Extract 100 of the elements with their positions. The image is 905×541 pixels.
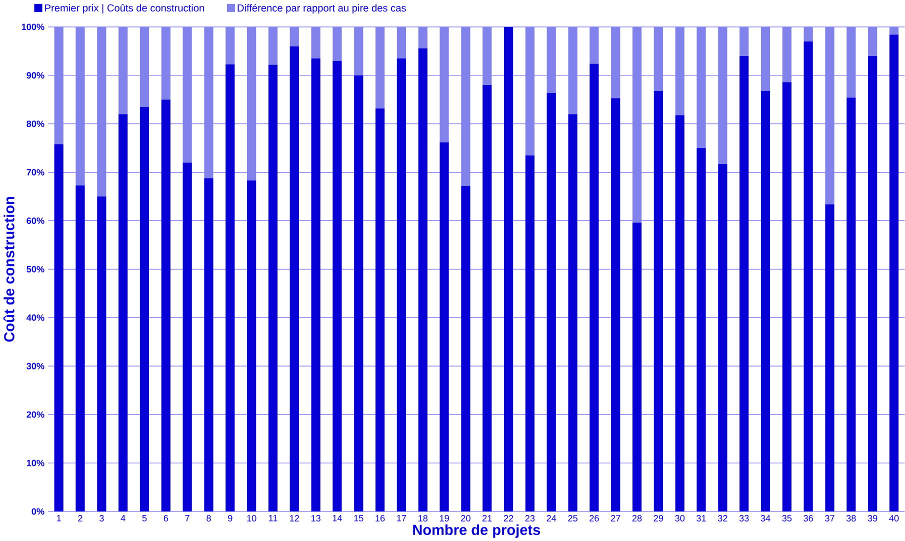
- x-tick-label: 1: [57, 514, 61, 522]
- x-tick-label: 28: [632, 514, 642, 522]
- bar: [504, 26, 514, 512]
- legend-label: Différence par rapport au pire des cas: [238, 4, 406, 14]
- x-tick-label: 38: [846, 514, 856, 522]
- bar: [290, 26, 299, 46]
- y-tick-label: 10%: [26, 460, 44, 466]
- bar: [268, 64, 278, 512]
- bar: [889, 34, 899, 512]
- x-tick-label: 10: [247, 514, 256, 522]
- x-tick-label: 7: [185, 514, 190, 522]
- bar: [418, 48, 428, 512]
- bar: [568, 114, 578, 512]
- x-tick-label: 17: [397, 514, 406, 522]
- x-tick-label: 40: [889, 514, 899, 522]
- x-tick-label: 24: [546, 514, 556, 522]
- bar: [632, 26, 642, 223]
- x-tick-label: 31: [696, 514, 706, 522]
- bar: [654, 26, 663, 91]
- bar: [611, 26, 620, 98]
- bar: [54, 144, 64, 512]
- x-tick-label: 32: [718, 514, 728, 522]
- bar: [204, 178, 214, 512]
- x-tick-label: 8: [206, 514, 211, 522]
- bar: [118, 114, 128, 512]
- bar: [590, 26, 599, 64]
- bar: [161, 26, 170, 100]
- bar: [868, 26, 878, 56]
- x-tick-label: 4: [120, 514, 126, 522]
- bar: [889, 26, 899, 35]
- bar: [718, 26, 728, 164]
- bar: [332, 60, 342, 512]
- x-tick-label: 19: [440, 514, 449, 522]
- x-tick-label: 30: [675, 514, 685, 522]
- bar: [182, 26, 192, 162]
- bar: [740, 56, 749, 512]
- bar: [204, 26, 214, 178]
- bar: [396, 58, 406, 512]
- bar: [396, 26, 406, 58]
- x-tick-label: 33: [739, 514, 749, 522]
- bar: [804, 41, 813, 512]
- bar: [846, 98, 856, 512]
- x-tick-label: 26: [590, 514, 599, 522]
- bar: [568, 26, 578, 114]
- x-tick-label: 27: [611, 514, 620, 522]
- y-tick-label: 0%: [32, 508, 44, 515]
- bar: [311, 26, 320, 58]
- x-tick-label: 29: [654, 514, 664, 522]
- bar: [268, 26, 278, 65]
- x-tick-label: 37: [825, 514, 834, 522]
- bar: [696, 148, 706, 512]
- bar: [440, 142, 449, 512]
- bar: [182, 162, 192, 512]
- x-tick-label: 12: [290, 514, 299, 522]
- y-tick-label: 30%: [26, 362, 44, 370]
- bar: [675, 114, 684, 512]
- legend-label: Premier prix | Coûts de construction: [45, 4, 204, 14]
- x-tick-label: 25: [568, 514, 578, 522]
- bar: [825, 204, 834, 512]
- bar: [440, 26, 449, 142]
- bar: [140, 26, 150, 107]
- bar: [846, 26, 856, 98]
- x-tick-label: 35: [782, 514, 792, 522]
- y-axis-title: Coût de construction: [3, 196, 14, 342]
- bar: [76, 185, 85, 512]
- bar: [247, 26, 256, 180]
- x-tick-label: 22: [504, 514, 514, 522]
- bar: [76, 26, 85, 186]
- bar: [632, 222, 642, 512]
- x-tick-label: 3: [99, 514, 104, 522]
- x-tick-label: 39: [868, 514, 878, 522]
- bar: [54, 26, 64, 144]
- x-tick-label: 21: [482, 514, 492, 522]
- bar: [654, 90, 663, 512]
- bar: [461, 26, 470, 186]
- x-axis-title: Nombre de projets: [413, 524, 540, 538]
- bar: [247, 180, 256, 512]
- bar: [461, 186, 470, 512]
- bar: [782, 26, 792, 82]
- bar: [525, 26, 535, 156]
- bar: [675, 26, 684, 115]
- bar: [782, 82, 792, 512]
- y-tick-label: 90%: [26, 72, 44, 78]
- y-tick-label: 40%: [26, 314, 44, 321]
- y-tick-label: 70%: [26, 168, 44, 176]
- bar: [868, 56, 878, 512]
- bar: [696, 26, 706, 148]
- bar: [354, 26, 364, 76]
- bar: [354, 75, 364, 512]
- bar: [804, 26, 813, 42]
- bar: [97, 26, 106, 196]
- bar: [332, 26, 342, 61]
- bar: [226, 26, 235, 64]
- x-tick-label: 13: [311, 514, 320, 522]
- x-tick-label: 20: [461, 514, 470, 522]
- bar: [226, 64, 235, 512]
- x-tick-label: 2: [78, 514, 82, 522]
- x-tick-label: 11: [268, 514, 278, 522]
- bar: [311, 58, 320, 512]
- bar: [140, 106, 150, 512]
